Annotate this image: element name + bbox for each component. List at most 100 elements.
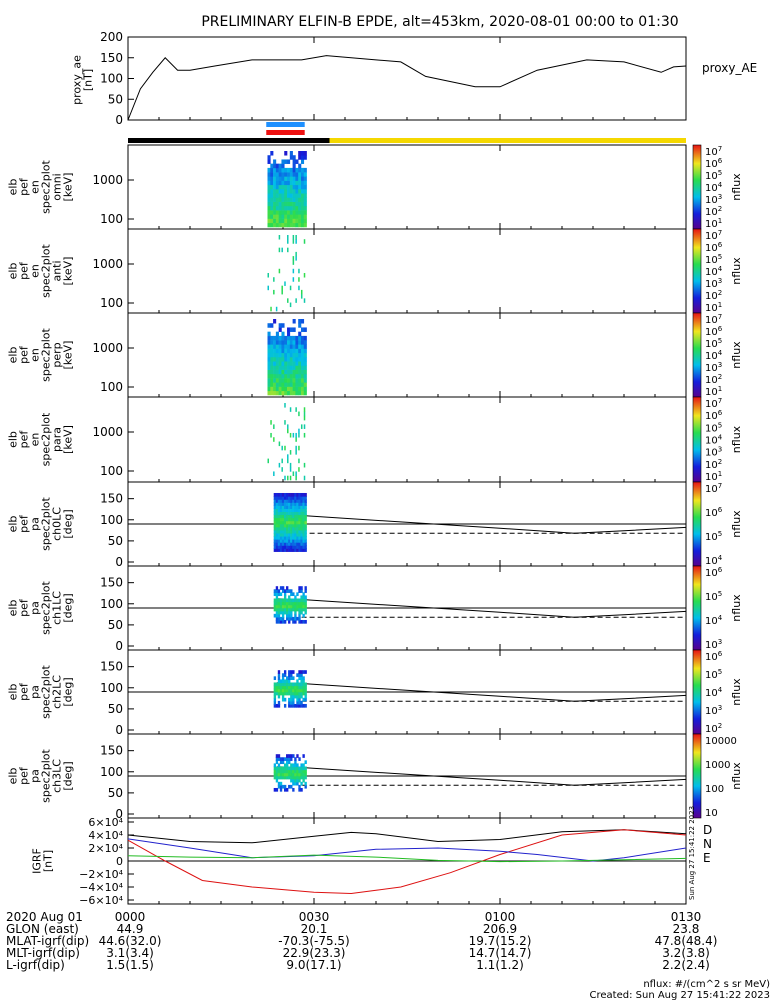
ch2lc-pitch-cell	[286, 676, 289, 681]
ch3lc-pitch-cell	[277, 769, 281, 774]
ch1lc-pitch-cell	[302, 604, 305, 609]
ch3lc-pitch-cell	[292, 769, 295, 774]
perp-spectrum-cell	[273, 361, 277, 366]
ch0lc-pitch-cell	[296, 496, 299, 500]
ch0lc-pitch-cell	[300, 502, 303, 506]
ch2lc-pitch-cell	[275, 685, 279, 690]
perp-spectrum-cell	[295, 352, 299, 358]
ch1lc-pitch-cell	[279, 616, 283, 621]
ch3lc-pitch-cell	[275, 778, 279, 783]
ch1lc-pitch-cell	[294, 613, 297, 618]
anti-spectrum-cell	[267, 285, 269, 291]
ch2lc-pitch-cell	[277, 679, 281, 684]
omni-spectrum-cell	[287, 205, 291, 211]
ch0lc-pitch-cell	[296, 492, 299, 497]
perp-spectrum-cell	[273, 352, 277, 358]
ch0lc-pitch-cell	[273, 517, 277, 522]
para-spectrum-cell	[289, 462, 292, 468]
omni-spectrum-cell	[284, 201, 288, 207]
perp-spectrum-cell	[287, 331, 291, 337]
para-spectrum-cell	[295, 407, 297, 412]
ch2lc-pitch-cell	[290, 676, 293, 681]
plot-title: PRELIMINARY ELFIN-B EPDE, alt=453km, 202…	[201, 14, 678, 30]
perp-spectrum-ylabel-line-4: perp	[51, 342, 64, 367]
ch0lc-pitch-cell	[277, 520, 281, 525]
ch0lc-pitch-cell	[283, 539, 287, 543]
ch1lc-pitch-cell	[286, 586, 289, 590]
ch1lc-pitch-cell	[300, 610, 303, 615]
para-spectrum-colorbar-tick-exp-2: 5	[718, 421, 722, 429]
anti-spectrum-cell	[295, 239, 297, 244]
ch0lc-pitch-cell	[279, 508, 283, 513]
ch3lc-pitch-cell	[292, 754, 295, 758]
ch0lc-pitch-cell	[286, 492, 289, 497]
omni-spectrum-cell	[284, 167, 288, 173]
ch3lc-pitch-ytick-label-3: 0	[115, 807, 123, 821]
proxy-ae-ylabel: proxy_ae[nT]	[71, 55, 95, 105]
ch1lc-pitch-cell	[288, 601, 291, 606]
perp-spectrum-cell	[281, 373, 285, 379]
perp-spectrum-cell	[270, 373, 274, 379]
anti-spectrum-colorbar-tick-exp-2: 5	[718, 253, 722, 261]
omni-spectrum-colorbar-tick-exp-4: 3	[718, 193, 722, 201]
ch0lc-pitch-cell	[298, 529, 301, 534]
ch3lc-pitch-cell	[279, 766, 283, 771]
para-spectrum-cell	[303, 424, 306, 429]
ch0lc-pitch-cell	[296, 532, 299, 537]
ch0lc-pitch-cell	[288, 502, 291, 506]
anti-spectrum-cell	[292, 239, 295, 244]
ch0lc-pitch-cell	[296, 545, 299, 549]
perp-spectrum-colorbar-tick-exp-1: 6	[718, 325, 723, 333]
perp-spectrum-cell	[267, 335, 271, 341]
ch0lc-pitch-cell	[304, 526, 307, 531]
ch0lc-pitch-cell	[286, 496, 289, 500]
ch1lc-pitch-ylabel-line-2: pa	[29, 601, 42, 615]
omni-spectrum-cell	[287, 189, 291, 194]
ch0lc-pitch-cell	[275, 542, 279, 546]
ch0lc-pitch-cell	[298, 511, 301, 516]
omni-spectrum-cell	[281, 184, 285, 190]
ch3lc-pitch-cell	[290, 784, 293, 789]
ch3lc-pitch-cell	[300, 763, 303, 768]
ch0lc-pitch-cell	[294, 542, 297, 546]
anti-spectrum-cell	[275, 306, 278, 312]
ch0lc-pitch-cell	[288, 496, 291, 500]
ch0lc-pitch-cell	[294, 499, 297, 503]
anti-spectrum-cell	[267, 273, 269, 278]
ch2lc-pitch-cell	[302, 691, 305, 696]
omni-spectrum-cell	[281, 163, 285, 169]
ch3lc-pitch-cell	[275, 787, 279, 792]
perp-spectrum-cell	[278, 382, 282, 387]
para-spectrum-cell	[273, 424, 275, 429]
ch1lc-pitch-cell	[283, 595, 287, 600]
para-spectrum-ylabel-line-1: pef	[18, 430, 31, 449]
perp-spectrum-cell	[275, 373, 279, 379]
ch2lc-pitch-cell	[298, 700, 301, 705]
ch0lc-pitch-cell	[296, 517, 299, 522]
igrf-legend-d: D	[703, 823, 712, 837]
anti-spectrum-ytick-label-1: 100	[100, 296, 123, 310]
ch1lc-pitch-cell	[294, 619, 297, 624]
ch0lc-pitch-cell	[300, 514, 303, 519]
perp-spectrum-cell	[284, 382, 288, 387]
para-spectrum-ylabel-line-3: spec2plot	[40, 412, 53, 466]
omni-spectrum-cell	[300, 172, 305, 177]
ch1lc-pitch-cell	[286, 598, 289, 603]
ch0lc-pitch-cell	[288, 514, 291, 519]
perp-spectrum-colorbar-tick-exp-0: 7	[718, 313, 722, 321]
ch2lc-pitch-cell	[292, 694, 295, 699]
ch3lc-pitch-cell	[290, 769, 293, 774]
para-spectrum-cell	[292, 471, 295, 477]
ch0lc-pitch-cell	[275, 502, 279, 506]
omni-spectrum-cell	[300, 184, 305, 190]
ch1lc-pitch-cell	[281, 598, 285, 603]
para-spectrum-colorbar-tick-exp-6: 1	[718, 470, 722, 478]
para-spectrum-cell	[270, 420, 272, 425]
ch0lc-pitch-cell	[298, 508, 301, 513]
ch0lc-pitch-cell	[286, 542, 289, 546]
perp-spectrum-cell	[300, 386, 305, 392]
omni-spectrum-cell	[275, 167, 279, 173]
perp-spectrum-cell	[270, 382, 274, 387]
